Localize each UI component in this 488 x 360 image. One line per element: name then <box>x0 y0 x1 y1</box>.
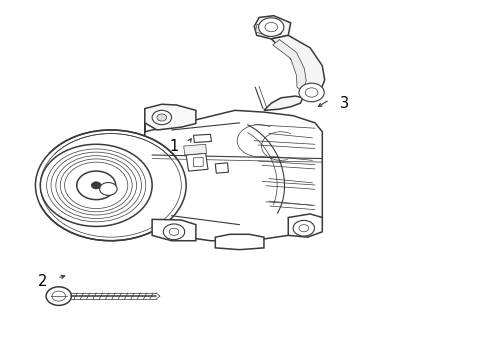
Circle shape <box>46 287 71 305</box>
Circle shape <box>56 156 136 215</box>
Circle shape <box>64 162 127 208</box>
Circle shape <box>163 224 184 240</box>
Circle shape <box>264 22 277 32</box>
Circle shape <box>72 162 144 216</box>
Circle shape <box>91 182 101 189</box>
Circle shape <box>51 152 141 219</box>
Circle shape <box>35 130 186 241</box>
Polygon shape <box>152 219 196 241</box>
Circle shape <box>77 171 116 200</box>
Polygon shape <box>186 153 207 171</box>
Circle shape <box>40 134 181 237</box>
Polygon shape <box>271 35 324 98</box>
Circle shape <box>169 228 179 235</box>
Polygon shape <box>255 22 283 36</box>
Polygon shape <box>264 96 302 111</box>
Polygon shape <box>272 40 305 91</box>
Polygon shape <box>215 163 228 173</box>
Circle shape <box>46 149 145 222</box>
Circle shape <box>298 225 308 232</box>
Circle shape <box>60 159 132 212</box>
Circle shape <box>292 220 314 236</box>
Polygon shape <box>254 16 290 39</box>
Circle shape <box>100 183 117 195</box>
Circle shape <box>52 291 65 301</box>
Polygon shape <box>193 157 203 167</box>
Polygon shape <box>144 104 196 130</box>
Circle shape <box>298 83 324 102</box>
Circle shape <box>157 114 166 121</box>
Polygon shape <box>183 144 206 155</box>
Circle shape <box>258 18 284 36</box>
Polygon shape <box>193 134 211 143</box>
Circle shape <box>305 88 317 97</box>
Text: 1: 1 <box>169 139 178 154</box>
Polygon shape <box>144 109 322 241</box>
Polygon shape <box>215 234 264 249</box>
Polygon shape <box>287 214 322 237</box>
Circle shape <box>40 144 152 226</box>
Text: 2: 2 <box>38 274 47 289</box>
Text: 3: 3 <box>339 96 348 111</box>
Circle shape <box>152 111 171 125</box>
